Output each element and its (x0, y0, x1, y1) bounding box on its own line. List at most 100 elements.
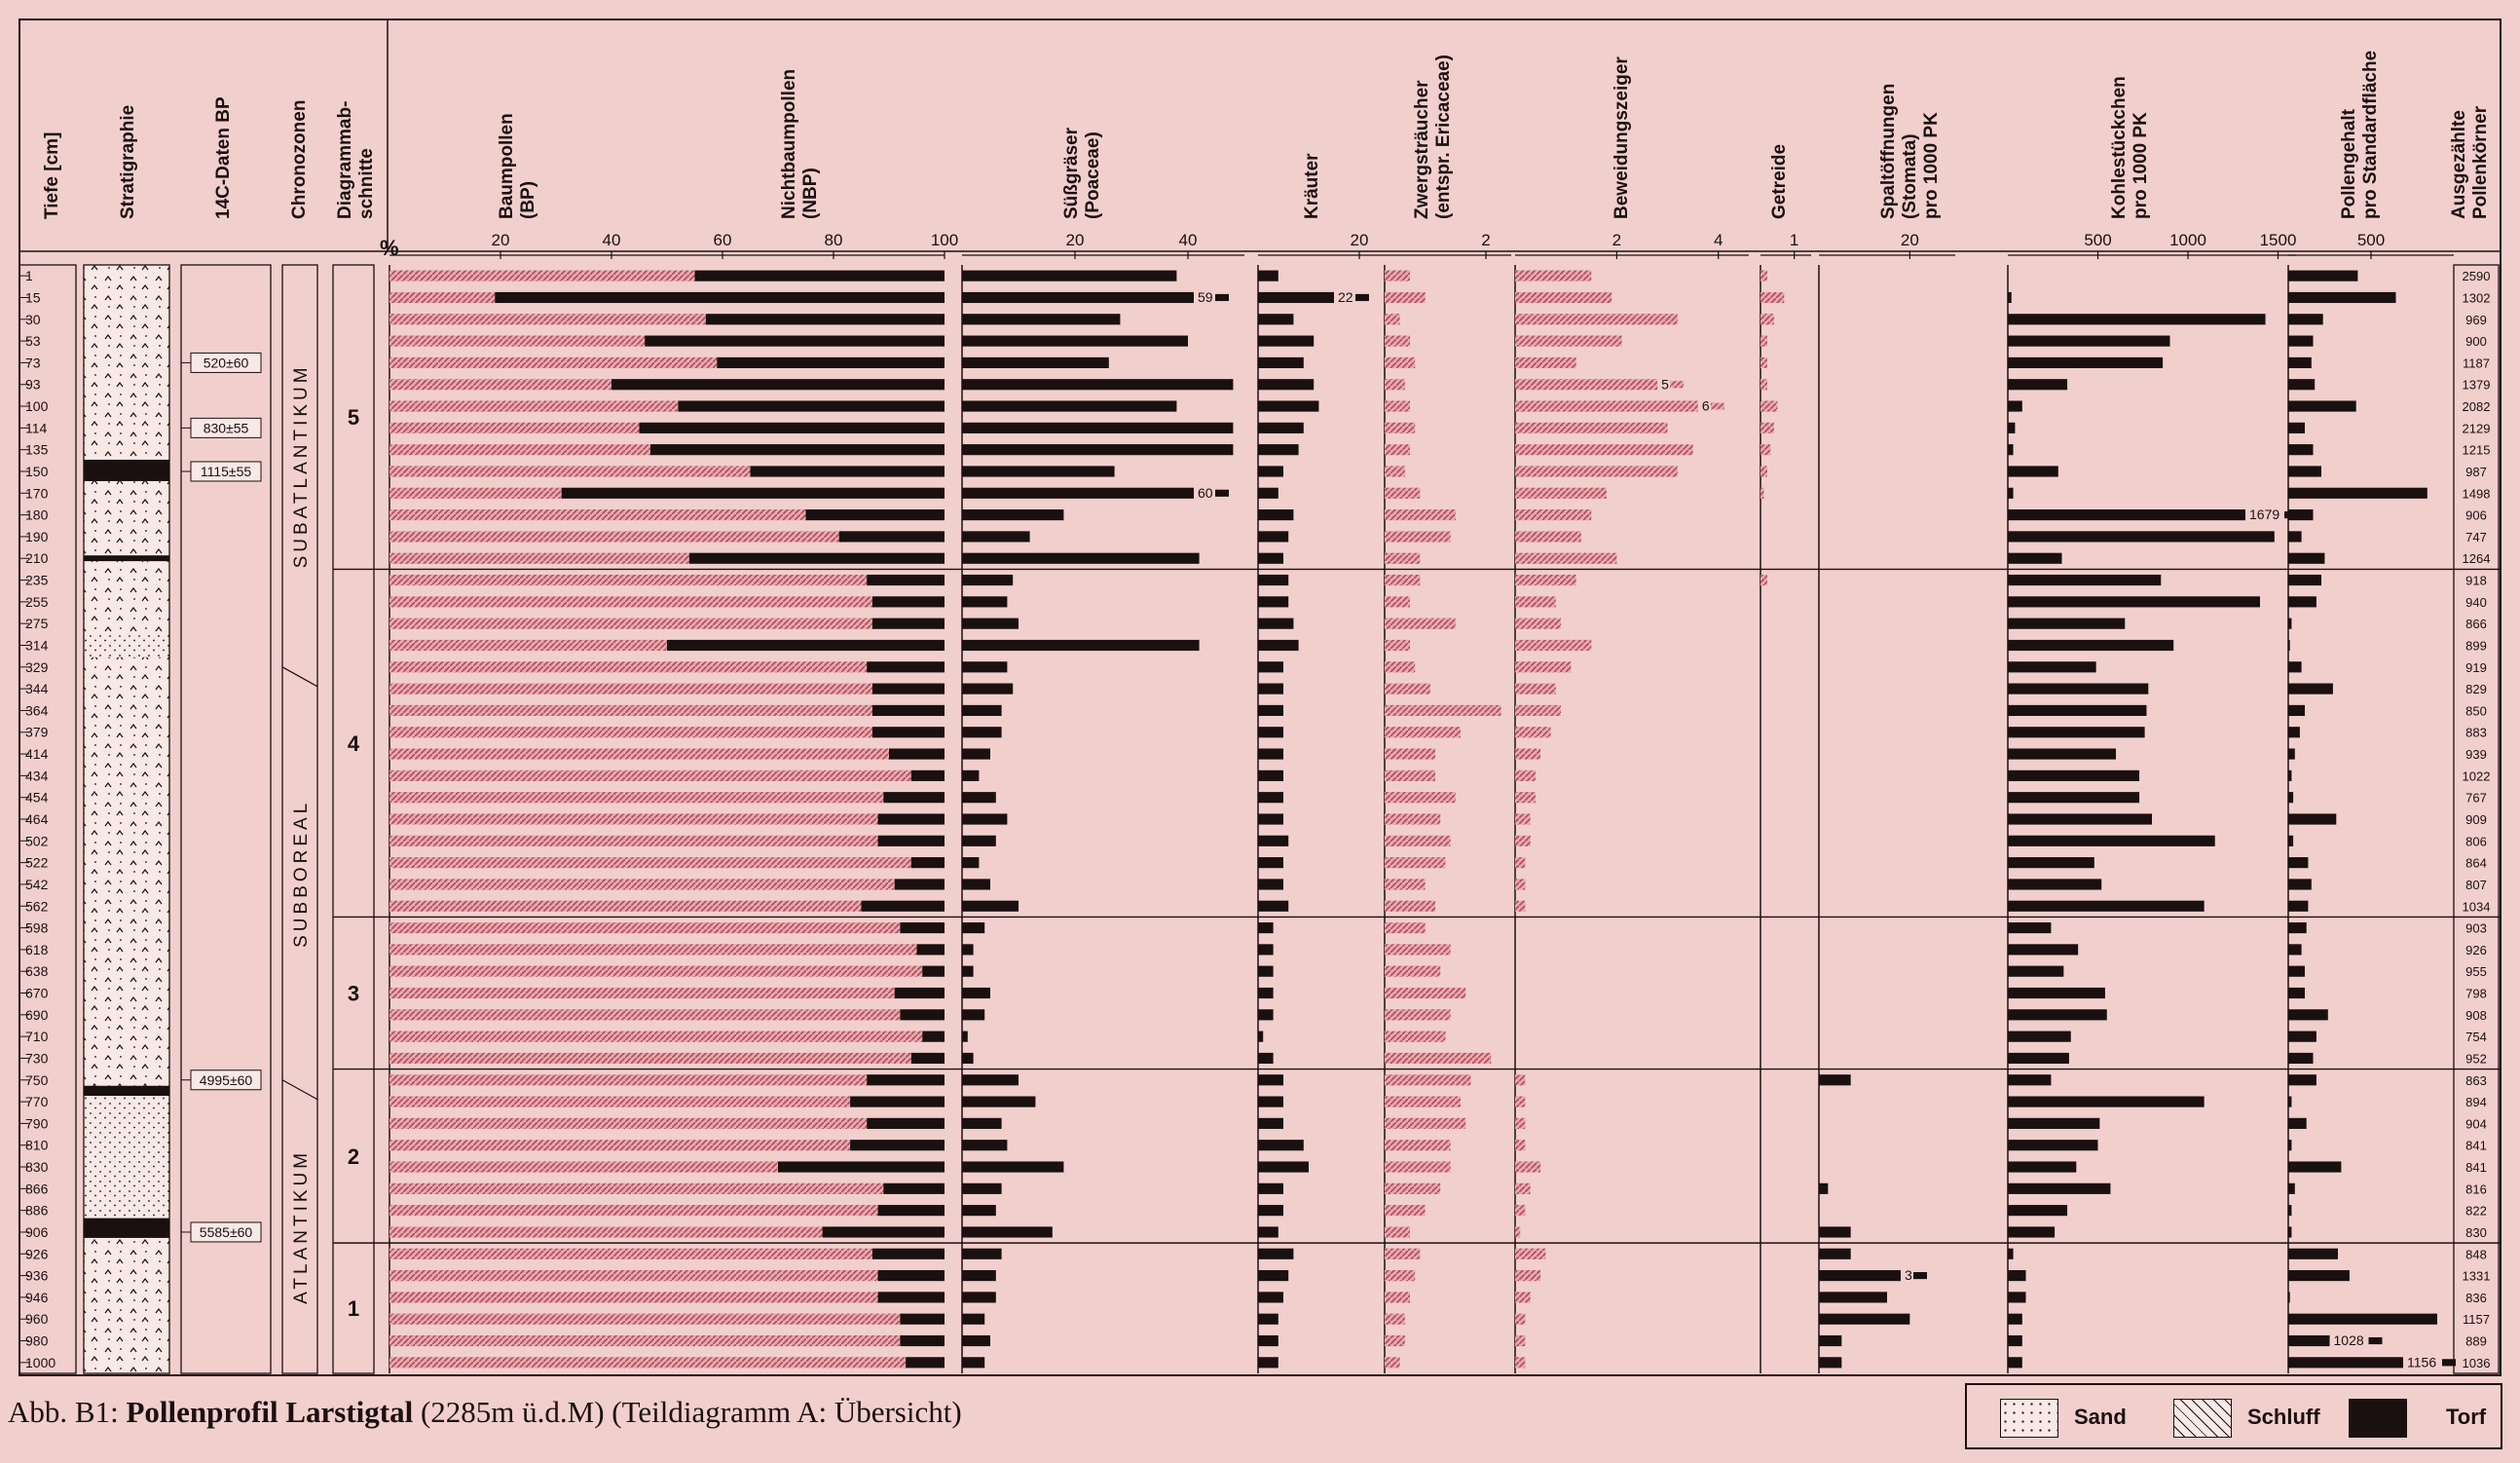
depth-label: 810 (25, 1138, 49, 1153)
bar-charcoal (2008, 748, 2116, 760)
strat-layer (84, 1018, 169, 1086)
bar-poaceae (962, 618, 1019, 629)
bar-ericaceae (1385, 531, 1451, 543)
bar-grazing (1515, 769, 1536, 781)
bar-herbs (1258, 422, 1304, 433)
bar-nichtbaumpollen (611, 379, 945, 391)
bar-poaceae (962, 727, 1002, 738)
counted-grains-value: 747 (2465, 530, 2487, 544)
depth-label: 114 (25, 420, 48, 435)
caption-rest: (2285m ü.d.M) (Teildiagramm A: Übersicht… (420, 1395, 962, 1429)
bar-poaceae (962, 1357, 985, 1369)
bar-poaceae (962, 1161, 1064, 1173)
counted-grains-value: 806 (2465, 834, 2487, 848)
bar-baumpollen (389, 1096, 851, 1107)
bar-herbs (1258, 1117, 1283, 1129)
zone-label: 3 (348, 982, 359, 1006)
bar-baumpollen (389, 857, 911, 869)
bar-baumpollen (389, 379, 611, 391)
bar-pollen-content (2288, 596, 2316, 608)
c14-date-label: 830±55 (204, 420, 249, 435)
counted-grains-value: 816 (2465, 1182, 2487, 1196)
bar-poaceae (962, 531, 1030, 543)
bar-grazing (1515, 466, 1678, 477)
bar-charcoal (2008, 727, 2145, 738)
bar-baumpollen (389, 487, 562, 499)
bar-baumpollen (389, 1205, 878, 1217)
depth-label: 770 (25, 1094, 49, 1109)
strat-layer (84, 1237, 169, 1373)
bar-charcoal (2008, 879, 2102, 890)
c14-date-label: 4995±60 (200, 1072, 253, 1088)
counted-grains-column (2453, 264, 2500, 1374)
herbs-tick-label: 20 (1351, 231, 1369, 249)
depth-label: 946 (25, 1290, 49, 1305)
bar-pollen-content (2288, 356, 2312, 368)
bar-pollen-content (2288, 1161, 2342, 1173)
depth-label: 1 (25, 268, 33, 283)
depth-label: 329 (25, 659, 49, 675)
bar-baumpollen (389, 314, 706, 325)
bar-nichtbaumpollen (894, 879, 945, 890)
depth-label: 906 (25, 1224, 49, 1240)
bar-herbs (1258, 900, 1289, 912)
bar-herbs (1258, 1161, 1309, 1173)
bar-cerealia (1760, 314, 1774, 325)
bar-nichtbaumpollen (561, 487, 945, 499)
bar-grazing (1515, 314, 1678, 325)
c14-date-label: 520±60 (204, 355, 249, 370)
bar-cerealia (1760, 400, 1778, 412)
bar-baumpollen (389, 661, 868, 673)
bar-grazing (1515, 552, 1617, 564)
bar-baumpollen (389, 466, 751, 477)
bar-nichtbaumpollen (867, 661, 945, 673)
bar-baumpollen (389, 921, 901, 934)
bar-poaceae (962, 1182, 1002, 1194)
header-stomata: Spaltöffnungen (Stomata) pro 1000 PK (1878, 84, 1942, 219)
bar-nichtbaumpollen (922, 965, 945, 977)
counted-grains-value: 939 (2465, 747, 2487, 762)
bar-ericaceae (1385, 879, 1426, 890)
bar-grazing (1515, 1140, 1526, 1151)
bar-poaceae (962, 487, 1194, 499)
grazing-tick-label: 2 (1612, 231, 1621, 249)
bar-ericaceae (1385, 661, 1416, 673)
charcoal-tick-label: 1500 (2260, 231, 2297, 249)
bar-ericaceae (1385, 444, 1410, 456)
bar-pollen-content (2288, 1248, 2338, 1259)
bar-nichtbaumpollen (717, 356, 945, 368)
bar-grazing (1515, 1292, 1531, 1303)
bar-pollen-content-overflow (2442, 1359, 2456, 1367)
bar-charcoal (2008, 1357, 2022, 1369)
depth-label: 980 (25, 1333, 49, 1349)
bar-poaceae (962, 596, 1008, 608)
bar-poaceae (962, 921, 985, 934)
bar-poaceae (962, 1292, 996, 1303)
bar-pollen-content (2288, 683, 2333, 694)
pollen-content-value-label: 1156 (2407, 1354, 2436, 1369)
bar-herbs-overflow (1355, 293, 1369, 302)
header-pollengehalt-line-2: pro Standardfläche (2360, 51, 2381, 219)
bar-nichtbaumpollen (688, 552, 945, 564)
bar-cerealia (1760, 335, 1767, 347)
bar-charcoal (2008, 335, 2170, 347)
bar-baumpollen (389, 879, 895, 890)
bar-herbs (1258, 748, 1283, 760)
counted-grains-value: 863 (2465, 1073, 2487, 1088)
bar-pollen-content (2288, 422, 2305, 433)
counted-grains-value: 955 (2465, 964, 2487, 979)
bar-cerealia (1760, 379, 1767, 391)
header-nichtbaumpollen-line-2: (NBP) (800, 168, 821, 219)
bar-ericaceae (1385, 792, 1456, 804)
header-ericaceae-line-2: (entspr. Ericaceae) (1433, 55, 1454, 219)
bar-pollen-content (2288, 769, 2292, 781)
bar-ericaceae (1385, 291, 1426, 304)
bar-pollen-content (2288, 314, 2323, 325)
header-baumpollen-line-2: (BP) (518, 181, 538, 219)
bar-baumpollen (389, 683, 872, 694)
bar-pollen-content (2288, 1031, 2316, 1042)
header-ausgezaehlte-line-2: Pollenkörner (2470, 105, 2491, 219)
pollen-tick-label: 100 (931, 231, 958, 249)
bar-charcoal (2008, 466, 2058, 477)
